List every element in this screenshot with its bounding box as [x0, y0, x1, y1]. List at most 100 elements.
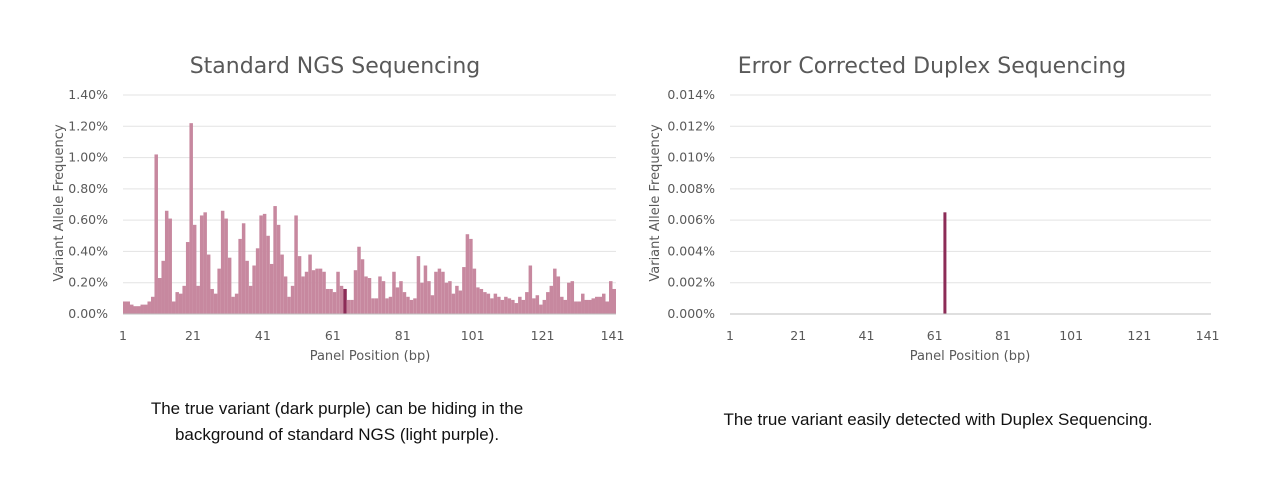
left-bar: [329, 288, 333, 314]
left-bar: [420, 282, 424, 314]
left-bar: [441, 271, 445, 314]
right-gridlines: [730, 94, 1211, 284]
left-bar: [563, 299, 568, 314]
left-x-tick-label: 61: [325, 328, 341, 343]
left-bar: [259, 215, 263, 314]
right-x-tick-label: 101: [1059, 328, 1083, 343]
left-bar: [539, 304, 543, 314]
right-true-variant-bar: [943, 212, 947, 314]
left-bar: [497, 296, 501, 314]
right-chart-title: Error Corrected Duplex Sequencing: [738, 54, 1127, 79]
left-x-tick-label: 121: [531, 328, 555, 343]
left-bar: [451, 293, 456, 314]
left-bar: [178, 293, 183, 314]
left-bar: [304, 271, 309, 314]
left-bar: [437, 268, 442, 314]
left-bar: [388, 296, 393, 314]
left-bar: [364, 276, 368, 314]
left-bar: [570, 281, 575, 314]
left-caption-line-2: background of standard NGS (light purple…: [175, 425, 499, 444]
left-bar: [245, 260, 249, 314]
left-bar: [350, 299, 354, 314]
left-bar: [535, 295, 540, 314]
left-bar: [385, 298, 389, 314]
left-bar: [521, 299, 526, 314]
left-bar: [458, 290, 463, 314]
left-bar: [220, 210, 225, 314]
left-bar: [591, 298, 596, 314]
left-bar: [556, 276, 561, 314]
left-bar: [553, 268, 557, 314]
left-y-axis-label: Variant Allele Frequency: [52, 124, 67, 282]
left-bar: [283, 276, 288, 314]
right-x-tick-label: 41: [859, 328, 875, 343]
left-bar: [360, 259, 365, 314]
left-bar: [469, 238, 473, 314]
left-bar: [577, 301, 582, 314]
left-bar: [154, 154, 158, 314]
right-x-tick-label: 1: [726, 328, 734, 343]
left-bar: [584, 299, 589, 314]
left-bar: [234, 293, 239, 314]
left-bar: [168, 218, 172, 314]
left-x-axis-label: Panel Position (bp): [310, 349, 431, 364]
left-bar: [465, 234, 470, 314]
left-bar: [238, 238, 242, 314]
left-bar: [203, 212, 207, 314]
left-x-tick-label: 81: [395, 328, 411, 343]
right-y-tick-label: 0.002%: [667, 275, 715, 290]
left-bar: [150, 296, 155, 314]
right-caption: The true variant easily detected with Du…: [723, 410, 1152, 429]
left-bar: [339, 285, 344, 314]
left-bar: [500, 299, 505, 314]
left-bar: [353, 270, 358, 314]
left-bar: [133, 306, 137, 314]
left-x-tick-label: 1: [119, 328, 127, 343]
left-bar: [546, 292, 550, 314]
left-bar: [290, 285, 295, 314]
left-bar: [301, 276, 305, 314]
right-y-tick-label: 0.008%: [667, 181, 715, 196]
left-bar: [325, 288, 330, 314]
left-bar: [413, 298, 417, 314]
left-true-variant-bar: [343, 288, 347, 314]
left-bar: [255, 248, 260, 314]
right-x-tick-label: 141: [1196, 328, 1220, 343]
left-x-tick-label: 21: [185, 328, 201, 343]
left-chart-title: Standard NGS Sequencing: [190, 54, 481, 79]
left-bar: [392, 271, 396, 314]
left-chart: Standard NGS Sequencing 0.00%0.20%0.40%0…: [52, 54, 624, 364]
left-bar: [402, 292, 407, 314]
left-y-tick-label: 1.20%: [68, 118, 108, 133]
left-bar: [206, 254, 211, 314]
left-bar: [175, 292, 179, 314]
left-bar: [248, 285, 253, 314]
left-bar: [287, 296, 291, 314]
left-bar: [266, 235, 270, 314]
left-bar: [157, 278, 162, 314]
right-x-tick-label: 61: [927, 328, 943, 343]
left-bar: [409, 299, 414, 314]
left-bar: [311, 270, 316, 314]
right-x-tick-label: 21: [790, 328, 806, 343]
left-bar: [486, 293, 491, 314]
left-bar: [227, 257, 232, 314]
left-bar: [434, 271, 438, 314]
left-bar: [378, 276, 382, 314]
left-bar: [595, 296, 599, 314]
left-bar: [269, 263, 274, 314]
left-x-tick-label: 41: [255, 328, 271, 343]
left-bar: [609, 281, 613, 314]
left-bar: [346, 299, 351, 314]
left-bar: [241, 223, 246, 314]
left-bar: [374, 298, 379, 314]
right-y-tick-label: 0.014%: [667, 87, 715, 102]
left-bar: [455, 285, 459, 314]
right-y-tick-label: 0.000%: [667, 306, 715, 321]
left-bar: [294, 215, 298, 314]
right-caption-line-1: The true variant easily detected with Du…: [723, 410, 1152, 429]
left-y-tick-label: 0.20%: [68, 275, 108, 290]
left-bar: [231, 296, 235, 314]
left-y-tick-label: 0.80%: [68, 181, 108, 196]
